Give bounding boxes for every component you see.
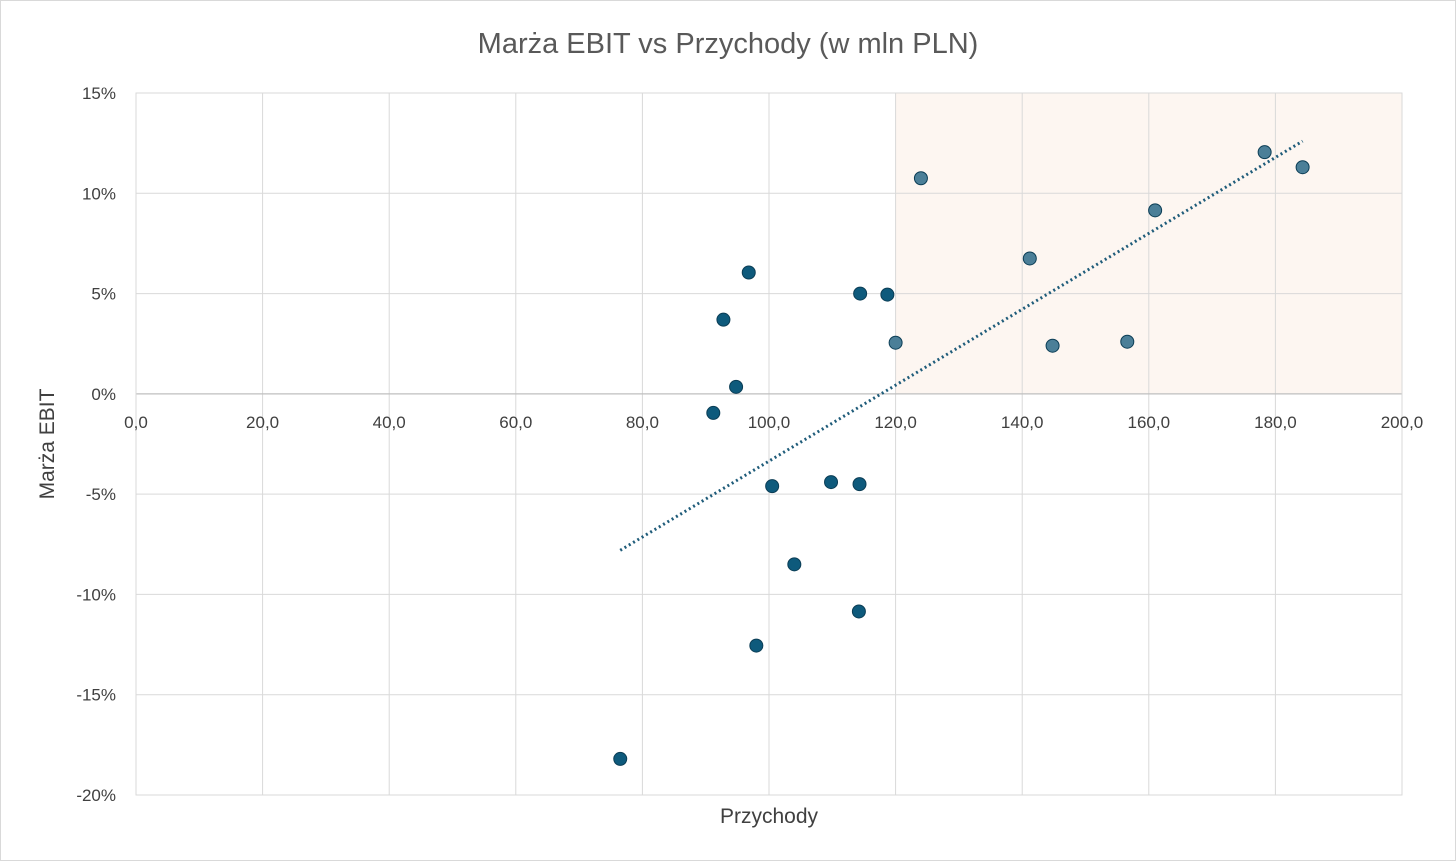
- plot-area: 15% 10% 5% 0% -5% -10% -15% -20% 0,0 20,0 40,0 60,0…: [76, 84, 1423, 805]
- data-point: [1022, 251, 1037, 266]
- data-point: [729, 379, 744, 394]
- data-point: [787, 557, 802, 572]
- x-tick-label: 120,0: [874, 413, 917, 432]
- data-point: [1257, 145, 1272, 160]
- y-tick-label: 0%: [91, 385, 116, 404]
- chart-title: Marża EBIT vs Przychody (w mln PLN): [478, 28, 979, 60]
- data-point: [1120, 334, 1135, 349]
- data-point: [913, 171, 928, 186]
- y-tick-label: 5%: [91, 285, 116, 304]
- x-tick-label: 180,0: [1254, 413, 1297, 432]
- data-point: [888, 335, 903, 350]
- y-tick-label: 10%: [82, 184, 116, 203]
- data-point: [852, 477, 867, 492]
- x-tick-label: 20,0: [246, 413, 279, 432]
- plot-border: [135, 92, 1403, 796]
- data-point: [824, 475, 839, 490]
- data-point: [613, 751, 628, 766]
- x-tick-label: 100,0: [748, 413, 791, 432]
- y-axis-title: Marża EBIT: [36, 388, 59, 499]
- y-tick-label: -15%: [76, 686, 116, 705]
- data-point: [853, 286, 868, 301]
- data-point: [765, 479, 780, 494]
- data-point: [749, 638, 764, 653]
- data-point: [1148, 203, 1163, 218]
- data-point: [880, 287, 895, 302]
- data-point: [741, 265, 756, 280]
- y-tick-label: -10%: [76, 585, 116, 604]
- x-axis-title: Przychody: [720, 805, 819, 828]
- x-tick-label: 200,0: [1381, 413, 1424, 432]
- x-tick-label: 0,0: [124, 413, 148, 432]
- data-point: [1295, 160, 1310, 175]
- x-tick-label: 160,0: [1128, 413, 1171, 432]
- data-point: [851, 604, 866, 619]
- data-point: [1045, 338, 1060, 353]
- x-tick-label: 40,0: [373, 413, 406, 432]
- y-tick-label: -20%: [76, 786, 116, 805]
- y-tick-label: -5%: [86, 485, 116, 504]
- x-tick-label: 60,0: [499, 413, 532, 432]
- y-tick-label: 15%: [82, 84, 116, 103]
- data-point: [706, 405, 721, 420]
- data-point: [716, 312, 731, 327]
- x-tick-label: 140,0: [1001, 413, 1044, 432]
- x-tick-label: 80,0: [626, 413, 659, 432]
